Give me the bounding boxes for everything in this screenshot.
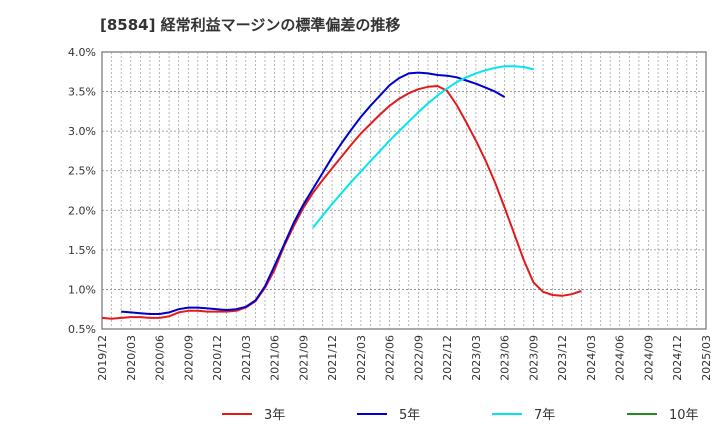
x-tick-label: 2021/06 [269,335,282,381]
plot-area [101,51,707,330]
y-axis-ticks: 0.5% 1.0% 1.5% 2.0% 2.5% 3.0% 3.5% 4.0% [68,46,96,336]
grid-layer [102,52,706,329]
y-tick-label: 2.0% [68,204,96,217]
series-layer [101,65,582,320]
x-tick-label: 2023/06 [499,335,512,381]
legend: 3年 5年 7年 10年 [222,408,699,423]
x-tick-label: 2020/12 [211,335,224,381]
x-axis-ticks: 2019/12 2020/03 2020/06 2020/09 2020/12 2021/… [96,335,713,381]
x-tick-label: 2021/09 [297,335,310,381]
series-line-5年 [121,71,506,315]
y-tick-label: 1.5% [68,244,96,257]
x-tick-label: 2025/03 [700,335,713,381]
x-tick-label: 2023/12 [556,335,569,381]
x-tick-label: 2020/03 [125,335,138,381]
legend-label: 3年 [264,408,285,423]
x-tick-label: 2022/12 [441,335,454,381]
x-tick-label: 2021/12 [326,335,339,381]
x-tick-label: 2019/12 [96,335,109,381]
chart-title: [8584] 経常利益マージンの標準偏差の推移 [100,16,401,34]
x-tick-label: 2020/09 [182,335,195,381]
series-line-7年 [312,65,534,229]
x-tick-label: 2022/03 [355,335,368,381]
x-tick-label: 2022/06 [384,335,397,381]
x-tick-label: 2024/03 [585,335,598,381]
x-tick-label: 2024/06 [614,335,627,381]
y-tick-label: 1.0% [68,283,96,296]
y-tick-label: 4.0% [68,46,96,59]
y-tick-label: 3.0% [68,125,96,138]
y-tick-label: 2.5% [68,165,96,178]
x-tick-label: 2024/09 [642,335,655,381]
legend-label: 10年 [669,408,699,423]
x-tick-label: 2023/09 [527,335,540,381]
x-tick-label: 2021/03 [240,335,253,381]
legend-label: 7年 [534,408,555,423]
x-tick-label: 2020/06 [154,335,167,381]
y-tick-label: 0.5% [68,323,96,336]
x-tick-label: 2022/09 [412,335,425,381]
x-tick-label: 2024/12 [671,335,684,381]
y-tick-label: 3.5% [68,86,96,99]
x-tick-label: 2023/03 [470,335,483,381]
legend-label: 5年 [399,408,420,423]
series-line-3年 [101,85,582,320]
